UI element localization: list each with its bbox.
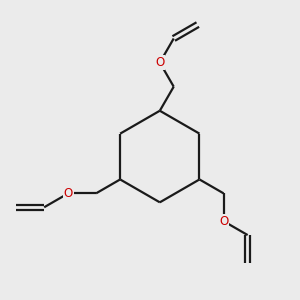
Text: O: O: [155, 56, 164, 69]
Text: O: O: [64, 187, 73, 200]
Text: O: O: [219, 215, 228, 228]
